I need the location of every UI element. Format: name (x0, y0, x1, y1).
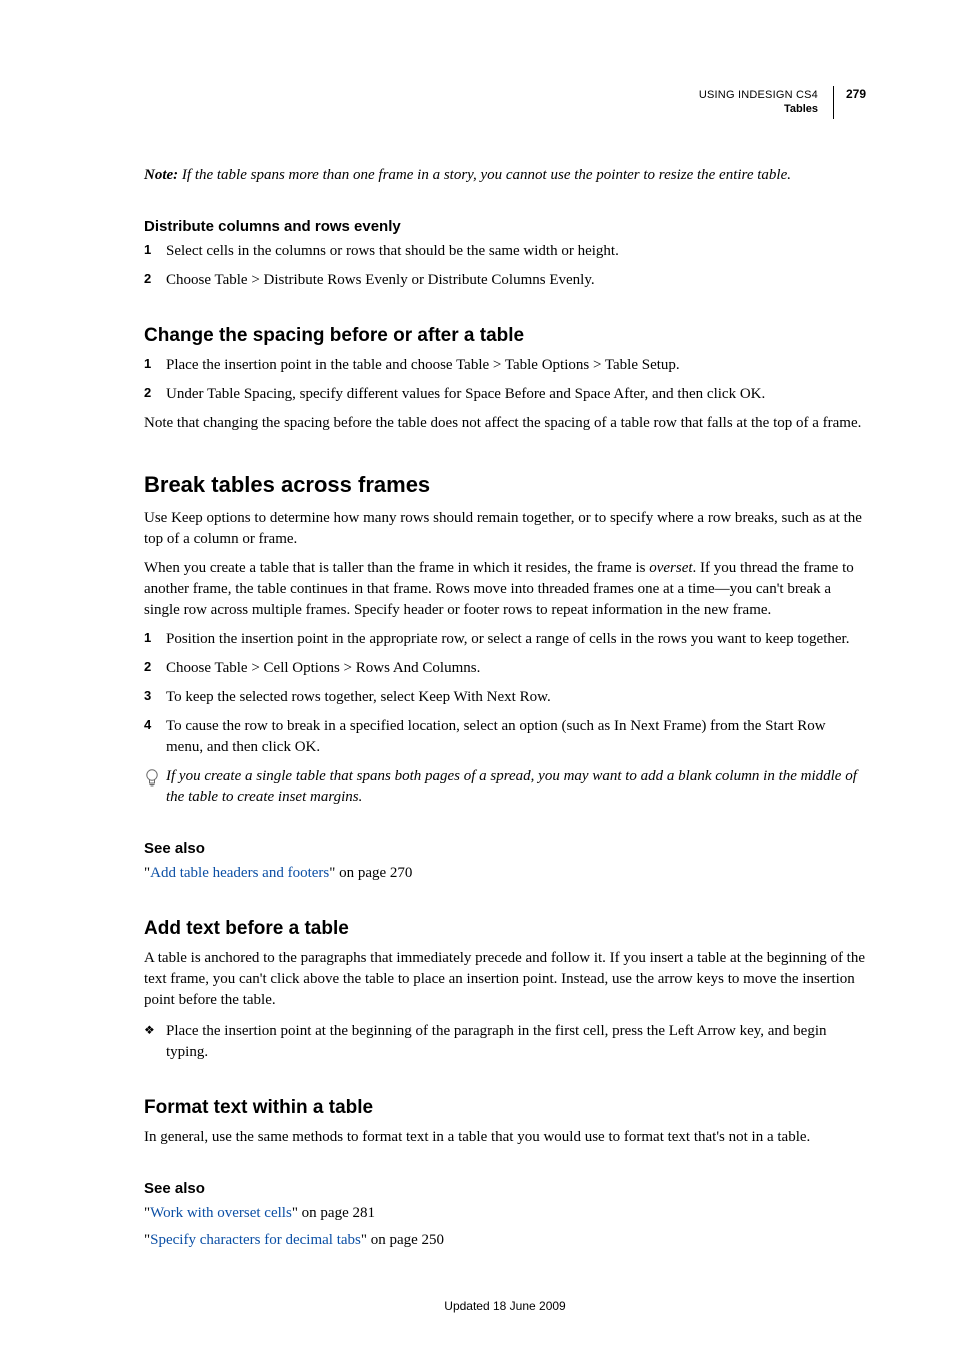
steps-spacing: Place the insertion point in the table a… (144, 355, 866, 405)
step-item: Place the insertion point in the table a… (144, 355, 866, 376)
document-page: USING INDESIGN CS4 Tables 279 Note: If t… (0, 0, 954, 1353)
page-header: USING INDESIGN CS4 Tables 279 (144, 88, 866, 117)
header-doc-title: USING INDESIGN CS4 (699, 89, 818, 101)
heading-distribute: Distribute columns and rows evenly (144, 218, 866, 235)
note-label: Note: (144, 167, 178, 183)
link-add-headers-footers[interactable]: Add table headers and footers (150, 865, 329, 881)
heading-see-also-1: See also (144, 840, 866, 857)
link-suffix: " on page 250 (361, 1232, 444, 1248)
step-item: Choose Table > Cell Options > Rows And C… (144, 658, 866, 679)
lightbulb-icon (144, 768, 160, 793)
link-suffix: " on page 270 (329, 865, 412, 881)
heading-spacing: Change the spacing before or after a tab… (144, 325, 866, 347)
see-also-block-2: "Work with overset cells" on page 281 "S… (144, 1203, 866, 1251)
link-decimal-tabs[interactable]: Specify characters for decimal tabs (150, 1232, 361, 1248)
heading-see-also-2: See also (144, 1180, 866, 1197)
page-number: 279 (846, 87, 866, 103)
header-divider (833, 86, 834, 119)
step-item: Under Table Spacing, specify different v… (144, 384, 866, 405)
link-overset-cells[interactable]: Work with overset cells (150, 1205, 292, 1221)
note-paragraph: Note: If the table spans more than one f… (144, 165, 866, 186)
step-item: To cause the row to break in a specified… (144, 716, 866, 758)
see-also-block: "Add table headers and footers" on page … (144, 863, 866, 884)
step-item: To keep the selected rows together, sele… (144, 687, 866, 708)
break-p2: When you create a table that is taller t… (144, 558, 866, 621)
bullet-item: Place the insertion point at the beginni… (144, 1021, 866, 1063)
step-item: Position the insertion point in the appr… (144, 629, 866, 650)
tip-text: If you create a single table that spans … (166, 766, 866, 808)
steps-break: Position the insertion point in the appr… (144, 629, 866, 758)
heading-add-text: Add text before a table (144, 918, 866, 940)
header-section: Tables (784, 103, 818, 115)
break-p2a: When you create a table that is taller t… (144, 560, 649, 576)
page-footer: Updated 18 June 2009 (144, 1299, 866, 1313)
spacing-body: Note that changing the spacing before th… (144, 413, 866, 434)
add-text-body: A table is anchored to the paragraphs th… (144, 948, 866, 1011)
heading-break: Break tables across frames (144, 472, 866, 498)
link-suffix: " on page 281 (292, 1205, 375, 1221)
step-item: Select cells in the columns or rows that… (144, 241, 866, 262)
format-body: In general, use the same methods to form… (144, 1127, 866, 1148)
break-p2-em: overset (649, 560, 692, 576)
see-also-item: "Work with overset cells" on page 281 (144, 1203, 866, 1224)
note-text: If the table spans more than one frame i… (182, 167, 791, 183)
step-item: Choose Table > Distribute Rows Evenly or… (144, 270, 866, 291)
steps-distribute: Select cells in the columns or rows that… (144, 241, 866, 291)
break-p1: Use Keep options to determine how many r… (144, 508, 866, 550)
tip-block: If you create a single table that spans … (144, 766, 866, 808)
see-also-item: "Add table headers and footers" on page … (144, 863, 866, 884)
bullet-list: Place the insertion point at the beginni… (144, 1021, 866, 1063)
heading-format: Format text within a table (144, 1097, 866, 1119)
see-also-item: "Specify characters for decimal tabs" on… (144, 1230, 866, 1251)
